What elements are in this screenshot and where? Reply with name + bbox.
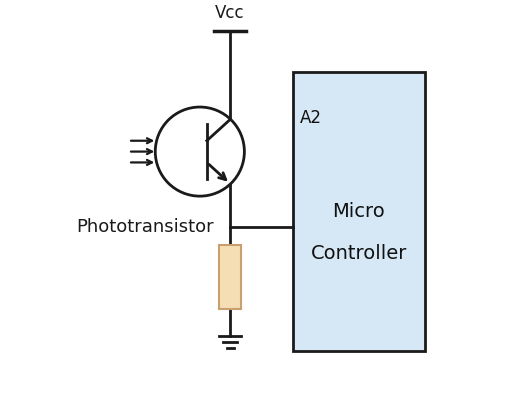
Text: Controller: Controller (310, 244, 407, 263)
Text: Phototransistor: Phototransistor (76, 218, 214, 236)
Bar (220, 245, 241, 308)
Circle shape (155, 107, 244, 196)
Text: A2: A2 (300, 109, 322, 127)
Text: Micro: Micro (332, 202, 385, 221)
Text: Vcc: Vcc (216, 4, 245, 22)
Bar (293, 72, 424, 351)
